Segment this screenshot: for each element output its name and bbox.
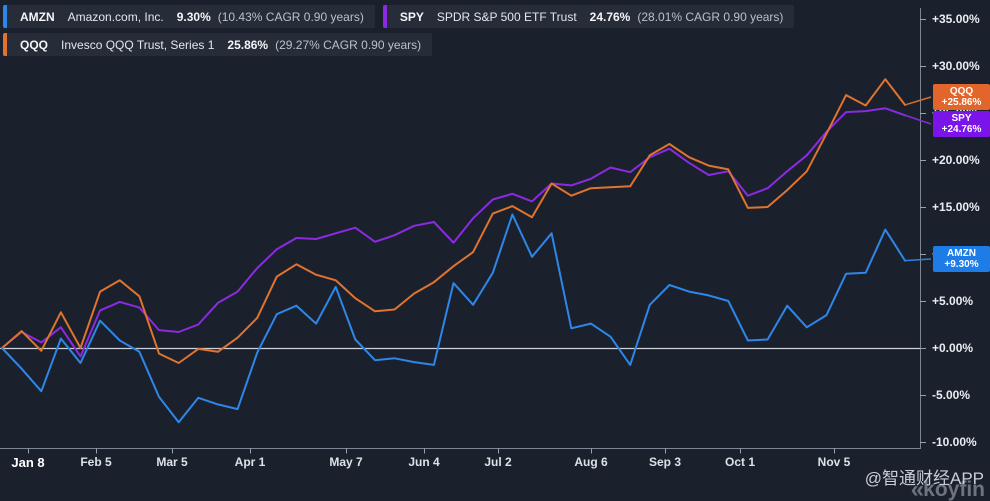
legend-item-spy[interactable]: SPY SPDR S&P 500 ETF Trust 24.76% (28.01% C… [382, 5, 795, 28]
qqq-last-price-badge: QQQ +25.86% [933, 84, 990, 110]
x-axis-label-jan-8: Jan 8 [11, 455, 45, 470]
legend-return-value: 24.76% [589, 9, 631, 24]
x-axis-label-sep-3: Sep 3 [648, 455, 682, 469]
x-axis-label-aug-6: Aug 6 [574, 455, 608, 469]
legend-return-value: 25.86% [227, 37, 269, 52]
legend-ticker: SPY [399, 9, 424, 24]
legend-color-bar [382, 5, 387, 28]
legend-color-bar [3, 5, 7, 28]
x-axis-label-oct-1: Oct 1 [724, 455, 756, 469]
amzn-last-price-badge: AMZN +9.30% [933, 246, 990, 272]
x-axis-label-nov-5: Nov 5 [817, 455, 851, 469]
y-axis-label-35: +35.00% [932, 12, 980, 26]
y-axis-label--10: -10.00% [932, 435, 977, 449]
spy-price-line [1, 107, 906, 358]
qqq-price-line [1, 78, 906, 364]
x-axis-label-apr-1: Apr 1 [234, 455, 266, 469]
koyfin-brand-text: koyfin [923, 478, 985, 501]
x-axis-label-feb-5: Feb 5 [80, 455, 112, 469]
badge-ticker: SPY [951, 112, 972, 124]
koyfin-chevron-icon: « [910, 476, 924, 501]
amzn-badge-connector [904, 258, 932, 262]
x-axis-label-mar-5: Mar 5 [156, 455, 188, 469]
spy-last-price-badge: SPY +24.76% [933, 111, 990, 137]
x-axis-label-jul-2: Jul 2 [484, 455, 512, 469]
badge-return-value: +9.30% [944, 259, 979, 270]
legend-ticker: QQQ [20, 37, 49, 52]
x-axis-label-may-7: May 7 [329, 455, 363, 469]
legend-cagr-note: (28.01% CAGR 0.90 years) [637, 9, 784, 24]
legend-cagr-note: (10.43% CAGR 0.90 years) [217, 9, 364, 24]
legend-item-amzn[interactable]: AMZN Amazon.com, Inc. 9.30% (10.43% CAGR 0.… [3, 5, 375, 28]
legend-return-value: 9.30% [176, 9, 211, 24]
qqq-badge-connector [904, 96, 932, 106]
legend-color-bar [3, 33, 7, 56]
spy-badge-connector [904, 114, 932, 125]
legend-security-name: Invesco QQQ Trust, Series 1 [61, 37, 215, 52]
y-axis-label-20: +20.00% [932, 153, 980, 167]
badge-return-value: +24.76% [941, 124, 982, 135]
publisher-watermark: @智通财经APP [865, 464, 984, 489]
legend-cagr-note: (29.27% CAGR 0.90 years) [275, 37, 422, 52]
y-axis-label--5: -5.00% [932, 388, 971, 402]
legend-row: AMZN Amazon.com, Inc. 9.30% (10.43% CAGR 0.… [3, 5, 795, 28]
legend-security-name: SPDR S&P 500 ETF Trust [436, 9, 577, 24]
badge-return-value: +25.86% [941, 97, 982, 108]
y-axis-label-5: +5.00% [932, 294, 974, 308]
legend-item-qqq[interactable]: QQQ Invesco QQQ Trust, Series 1 25.86% (29.… [3, 33, 433, 56]
x-axis-label-jun-4: Jun 4 [408, 455, 440, 469]
legend-ticker: AMZN [20, 9, 55, 24]
legend-security-name: Amazon.com, Inc. [67, 9, 164, 24]
badge-ticker: AMZN [947, 247, 976, 259]
badge-ticker: QQQ [949, 85, 974, 97]
amzn-price-line [1, 213, 906, 424]
koyfin-watermark: « koyfin [911, 476, 985, 501]
legend-row: QQQ Invesco QQQ Trust, Series 1 25.86% (29.… [3, 33, 794, 56]
y-axis-label-30: +30.00% [932, 59, 980, 73]
y-axis-label-15: +15.00% [932, 200, 980, 214]
y-axis-label-0: +0.00% [932, 341, 974, 355]
chart-legend: AMZN Amazon.com, Inc. 9.30% (10.43% CAGR 0.… [3, 5, 795, 56]
publisher-watermark-text: @智通财经APP [864, 469, 984, 488]
